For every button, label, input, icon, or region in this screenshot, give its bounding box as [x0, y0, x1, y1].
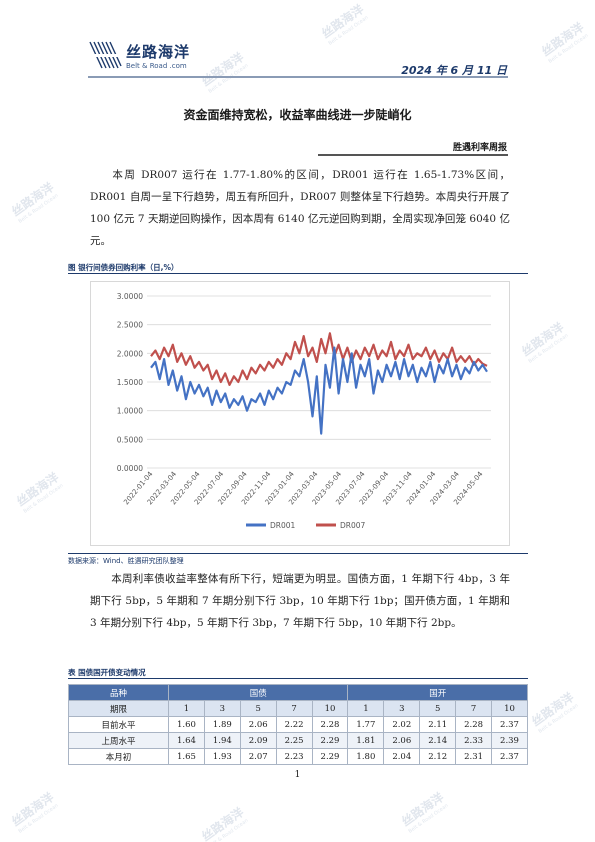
table-cell: 2.33	[455, 732, 493, 749]
logo-text-en: Belt & Road .com	[126, 61, 187, 70]
report-name: 胜遇利率周报	[452, 143, 507, 153]
watermark: 丝路海洋 Belt & Road Ocean	[198, 49, 250, 95]
table-cell: 2.25	[275, 732, 313, 749]
table-caption: 表 国债国开债变动情况	[68, 668, 146, 677]
table-row: 本月初 1.65 1.93 2.07 2.23 2.29 1.80 2.04 2.12 2.31 2…	[68, 748, 528, 765]
data-source: 数据来源：Wind、胜遇研究团队整理	[68, 557, 184, 565]
y-tick-label: 0.0000	[117, 464, 143, 473]
table-cell: 2.29	[311, 732, 349, 749]
table-cell: 2.04	[383, 748, 421, 765]
table-cell: 2.06	[239, 716, 277, 733]
y-tick-label: 2.5000	[117, 321, 143, 330]
header-guokai: 国开	[347, 684, 528, 701]
report-name-rule	[318, 154, 508, 156]
series-line-dr001	[150, 346, 488, 435]
tenor-cell: 3	[383, 700, 421, 717]
legend-label: DR007	[340, 521, 366, 530]
y-tick-label: 0.5000	[117, 435, 143, 444]
watermark: 丝路海洋 Belt & Road Ocean	[13, 469, 65, 515]
table-cell: 1.77	[347, 716, 385, 733]
logo: 丝路海洋 Belt & Road .com	[88, 40, 190, 70]
table-cell: 2.09	[239, 732, 277, 749]
table-tenor-row: 期限 1 3 5 7 10 1 3 5 7 10	[68, 700, 528, 717]
table-cell: 1.93	[203, 748, 241, 765]
watermark: 丝路海洋 Belt & Road Ocean	[8, 179, 60, 225]
page-title: 资金面维持宽松，收益率曲线进一步陡峭化	[183, 108, 412, 122]
y-tick-label: 3.0000	[117, 292, 143, 301]
table-row: 目前水平 1.60 1.89 2.06 2.22 2.28 1.77 2.02 2.11 2.28…	[68, 716, 528, 733]
header-tenor: 期限	[68, 700, 169, 717]
table-cell: 2.11	[419, 716, 457, 733]
watermark: 丝路海洋 Belt & Road Ocean	[528, 689, 580, 735]
table-cell: 1.64	[168, 732, 205, 749]
table-cell: 1.81	[347, 732, 385, 749]
logo-text-cn: 丝路海洋	[126, 42, 191, 61]
y-tick-label: 2.0000	[117, 349, 143, 358]
tenor-cell: 10	[311, 700, 349, 717]
table-cell: 1.65	[168, 748, 205, 765]
watermark: 丝路海洋 Belt & Road Ocean	[8, 789, 60, 835]
paragraph-money-market: 本周 DR007 运行在 1.77-1.80%的区间，DR001 运行在 1.6…	[90, 169, 510, 247]
tenor-cell: 1	[168, 700, 205, 717]
tenor-cell: 5	[419, 700, 457, 717]
tenor-cell: 7	[275, 700, 313, 717]
table-cell: 2.39	[491, 732, 528, 749]
table-header-row: 品种 国债 国开	[68, 684, 528, 701]
table-cell: 2.02	[383, 716, 421, 733]
tenor-cell: 7	[455, 700, 493, 717]
tenor-cell: 10	[491, 700, 528, 717]
header-kind: 品种	[68, 684, 169, 701]
bond-yield-table: 品种 国债 国开 期限 1 3 5 7 10 1 3 5 7 10 目前水平 1.60 1.89 2.0…	[68, 684, 528, 765]
table-cell: 2.22	[275, 716, 313, 733]
watermark: 丝路海洋 Belt & Road Ocean	[518, 319, 570, 365]
series-line-dr007	[150, 332, 488, 387]
source-rule	[68, 553, 528, 554]
logo-mark-icon	[88, 41, 122, 69]
tenor-cell: 3	[203, 700, 241, 717]
legend-label: DR001	[270, 521, 296, 530]
watermark: 丝路海洋 Belt & Road Ocean	[538, 19, 590, 65]
header-guozhai: 国债	[167, 684, 349, 701]
row-label: 目前水平	[68, 716, 169, 733]
table-cell: 1.89	[203, 716, 241, 733]
page-number: 1	[294, 770, 301, 780]
table-cell: 2.12	[419, 748, 457, 765]
header-rule	[88, 76, 508, 78]
watermark: 丝路海洋 Belt & Road Ocean	[198, 804, 250, 842]
table-cell: 2.28	[311, 716, 349, 733]
repo-rate-chart: 0.0000 0.5000 1.0000 1.5000 2.0000 2.5000 3.00…	[90, 281, 510, 546]
table-cell: 2.14	[419, 732, 457, 749]
table-cell: 2.31	[455, 748, 493, 765]
report-date: 2024 年 6 月 11 日	[401, 64, 507, 77]
row-label: 本月初	[68, 748, 169, 765]
watermark: 丝路海洋 Belt & Road Ocean	[398, 789, 450, 835]
table-cell: 2.29	[311, 748, 349, 765]
table-cell: 2.06	[383, 732, 421, 749]
y-tick-label: 1.5000	[117, 378, 143, 387]
table-cell: 2.28	[455, 716, 493, 733]
paragraph-bond-yields: 本周利率债收益率整体有所下行，短端更为明显。国债方面，1 年期下行 4bp，3 …	[90, 573, 510, 629]
chart-canvas: 0.0000 0.5000 1.0000 1.5000 2.0000 2.5000 3.00…	[117, 292, 491, 530]
row-label: 上周水平	[68, 732, 169, 749]
table-cell: 1.80	[347, 748, 385, 765]
table-cell: 2.07	[239, 748, 277, 765]
table-cell: 1.60	[168, 716, 205, 733]
y-tick-label: 1.0000	[117, 407, 143, 416]
table-row: 上周水平 1.64 1.94 2.09 2.25 2.29 1.81 2.06 2.14 2.33…	[68, 732, 528, 749]
table-cell: 2.37	[491, 716, 528, 733]
tenor-cell: 5	[239, 700, 277, 717]
watermark: 丝路海洋 Belt & Road Ocean	[318, 1, 370, 47]
table-cell: 2.23	[275, 748, 313, 765]
caption-rule	[68, 678, 528, 679]
caption-rule	[68, 273, 528, 274]
figure-caption: 图 银行间债券回购利率（日,%）	[68, 263, 179, 272]
tenor-cell: 1	[347, 700, 385, 717]
table-cell: 2.37	[491, 748, 528, 765]
table-cell: 1.94	[203, 732, 241, 749]
